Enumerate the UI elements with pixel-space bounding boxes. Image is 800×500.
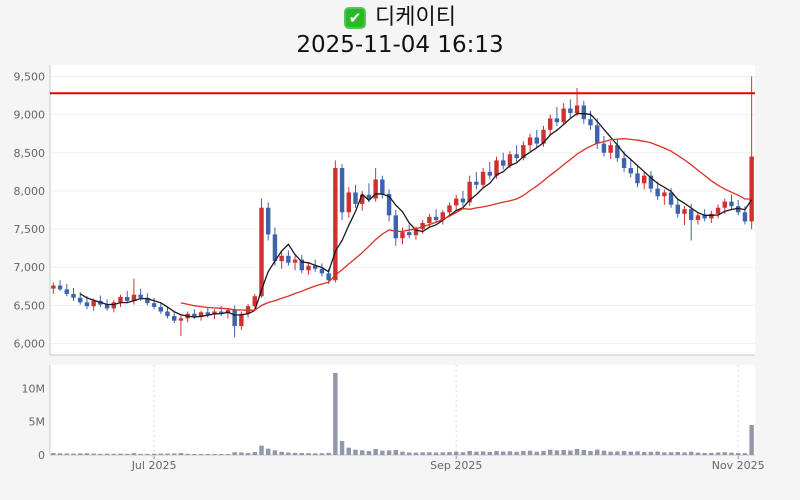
price-gridlines [50,75,755,345]
chart-header: ✔ 디케이티 2025-11-04 16:13 [0,0,800,59]
svg-text:7,000: 7,000 [14,261,46,274]
svg-text:6,500: 6,500 [14,299,46,312]
stock-name: 디케이티 [375,5,456,30]
svg-text:Nov 2025: Nov 2025 [712,459,765,472]
svg-text:0: 0 [38,449,45,462]
svg-text:6,000: 6,000 [14,338,46,351]
svg-text:10M: 10M [22,382,46,395]
candlestick-volume-chart: 6,000 6,500 7,000 7,500 8,000 8,500 9,000 9,500… [14,65,765,472]
svg-text:9,500: 9,500 [14,70,46,83]
svg-text:Jul 2025: Jul 2025 [131,459,177,472]
price-axis-labels: 6,000 6,500 7,000 7,500 8,000 8,500 9,000 9,500 [14,70,46,350]
ma-line-5 [79,112,753,318]
ma-line-20 [180,138,752,311]
date-axis-labels: Jul 2025 Sep 2025 Nov 2025 [131,459,765,472]
volume-bars [51,373,754,455]
svg-text:8,000: 8,000 [14,185,46,198]
timestamp: 2025-11-04 16:13 [296,32,504,58]
pane-backgrounds [50,65,755,455]
month-gridlines [153,365,739,459]
volume-axis-labels: 0 5M 10M [22,382,46,462]
svg-text:8,500: 8,500 [14,147,46,160]
svg-text:Sep 2025: Sep 2025 [430,459,482,472]
svg-text:5M: 5M [29,416,46,429]
checkmark-icon: ✔ [344,7,367,29]
svg-text:9,000: 9,000 [14,109,46,122]
svg-text:7,500: 7,500 [14,223,46,236]
title-row: ✔ 디케이티 [0,5,800,31]
